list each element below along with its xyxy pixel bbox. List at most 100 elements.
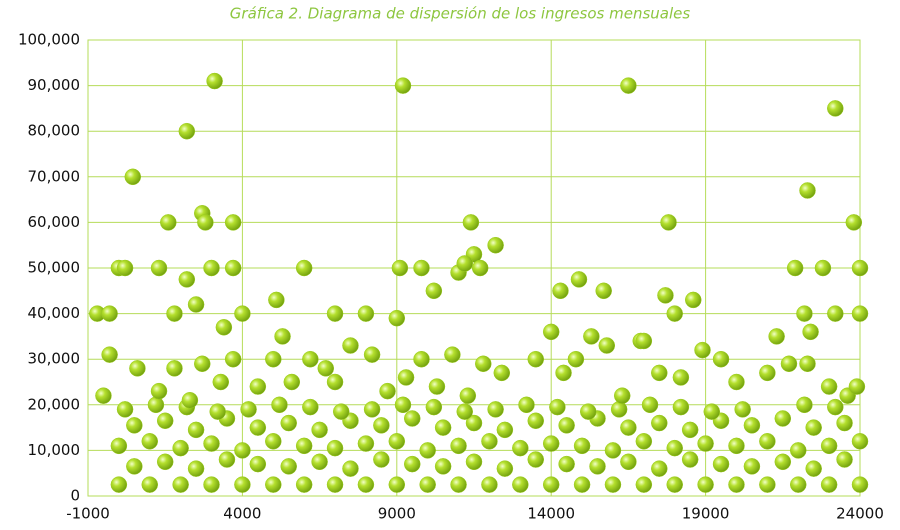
scatter-point: [604, 442, 622, 459]
scatter-point: [799, 182, 816, 199]
scatter-point: [694, 341, 711, 359]
scatter-point: [249, 378, 267, 395]
scatter-point: [620, 77, 637, 94]
x-tick-label: 14000: [527, 505, 575, 523]
scatter-point: [780, 355, 798, 373]
scatter-point: [558, 417, 575, 434]
scatter-point: [357, 476, 375, 493]
scatter-point: [595, 282, 612, 300]
scatter-point: [845, 214, 863, 231]
scatter-point: [280, 414, 297, 432]
scatter-point: [827, 398, 844, 416]
x-tick-label: -1000: [66, 505, 110, 523]
scatter-point: [728, 373, 745, 391]
scatter-point: [203, 435, 220, 452]
scatter-point: [101, 305, 118, 322]
scatter-point: [317, 360, 335, 377]
x-tick-label: 19000: [682, 505, 730, 523]
scatter-point: [836, 414, 853, 432]
scatter-point: [363, 346, 381, 363]
scatter-point: [789, 476, 807, 493]
scatter-point: [734, 401, 751, 418]
scatter-point: [444, 346, 461, 363]
scatter-point: [697, 476, 714, 493]
scatter-point: [413, 350, 430, 368]
scatter-point: [110, 437, 128, 455]
scatter-point: [116, 401, 134, 418]
scatter-point: [796, 305, 813, 322]
scatter-point: [271, 396, 288, 414]
scatter-point: [527, 451, 545, 468]
scatter-point: [425, 282, 443, 300]
scatter-point: [660, 214, 677, 231]
scatter-point: [620, 419, 637, 436]
scatter-point: [181, 391, 199, 409]
scatter-point: [465, 414, 483, 432]
scatter-point: [283, 373, 301, 391]
scatter-point: [620, 453, 637, 471]
scatter-point: [394, 396, 412, 414]
scatter-point: [156, 412, 174, 430]
scatter-point: [363, 401, 381, 418]
scatter-point: [95, 387, 112, 404]
scatter-point: [110, 476, 128, 493]
scatter-point: [558, 455, 575, 473]
scatter-point: [805, 419, 822, 436]
scatter-point: [141, 433, 159, 450]
scatter-point: [657, 287, 674, 304]
scatter-point: [527, 350, 545, 368]
scatter-point: [428, 378, 446, 395]
scatter-point: [805, 460, 822, 477]
scatter-point: [126, 417, 143, 434]
scatter-point: [302, 350, 319, 368]
scatter-point: [224, 350, 242, 368]
scatter-point: [160, 214, 177, 231]
scatter-point: [194, 355, 211, 373]
scatter-point: [397, 369, 415, 386]
scatter-point: [471, 259, 489, 277]
scatter-point: [512, 439, 529, 457]
scatter-point: [326, 439, 344, 457]
scatter-point: [462, 214, 480, 231]
scatter-point: [172, 439, 189, 457]
scatter-point: [552, 282, 569, 300]
scatter-point: [728, 476, 745, 493]
scatter-point: [178, 271, 196, 288]
scatter-point: [613, 387, 631, 404]
scatter-point: [641, 396, 659, 414]
scatter-point: [249, 419, 267, 436]
x-tick-label: 4000: [223, 505, 261, 523]
scatter-point: [265, 433, 282, 450]
scatter-point: [666, 305, 683, 322]
scatter-point: [187, 421, 205, 439]
scatter-point: [743, 417, 761, 434]
scatter-point: [311, 453, 328, 471]
scatter-point: [703, 403, 721, 420]
scatter-point: [570, 271, 588, 288]
scatter-point: [774, 410, 792, 427]
scatter-point: [573, 476, 591, 493]
scatter-point: [326, 476, 344, 493]
y-tick-label: 70,000: [28, 167, 81, 185]
scatter-point: [712, 455, 730, 473]
y-tick-label: 0: [70, 487, 80, 505]
scatter-point: [542, 323, 560, 341]
scatter-point: [567, 350, 585, 368]
scatter-point: [129, 360, 146, 377]
scatter-point: [672, 398, 690, 416]
scatter-point: [413, 259, 430, 277]
scatter-point: [759, 433, 776, 450]
scatter-point: [851, 305, 869, 322]
scatter-point: [851, 476, 869, 493]
scatter-point: [373, 417, 390, 434]
scatter-point: [124, 168, 142, 186]
scatter-point: [311, 421, 328, 439]
scatter-point: [450, 476, 467, 493]
scatter-point: [555, 364, 572, 382]
scatter-point: [796, 396, 813, 414]
scatter-point: [332, 403, 350, 420]
x-tick-label: 24000: [836, 505, 884, 523]
scatter-point: [434, 458, 452, 475]
scatter-point: [635, 476, 653, 493]
scatter-point: [851, 433, 869, 450]
